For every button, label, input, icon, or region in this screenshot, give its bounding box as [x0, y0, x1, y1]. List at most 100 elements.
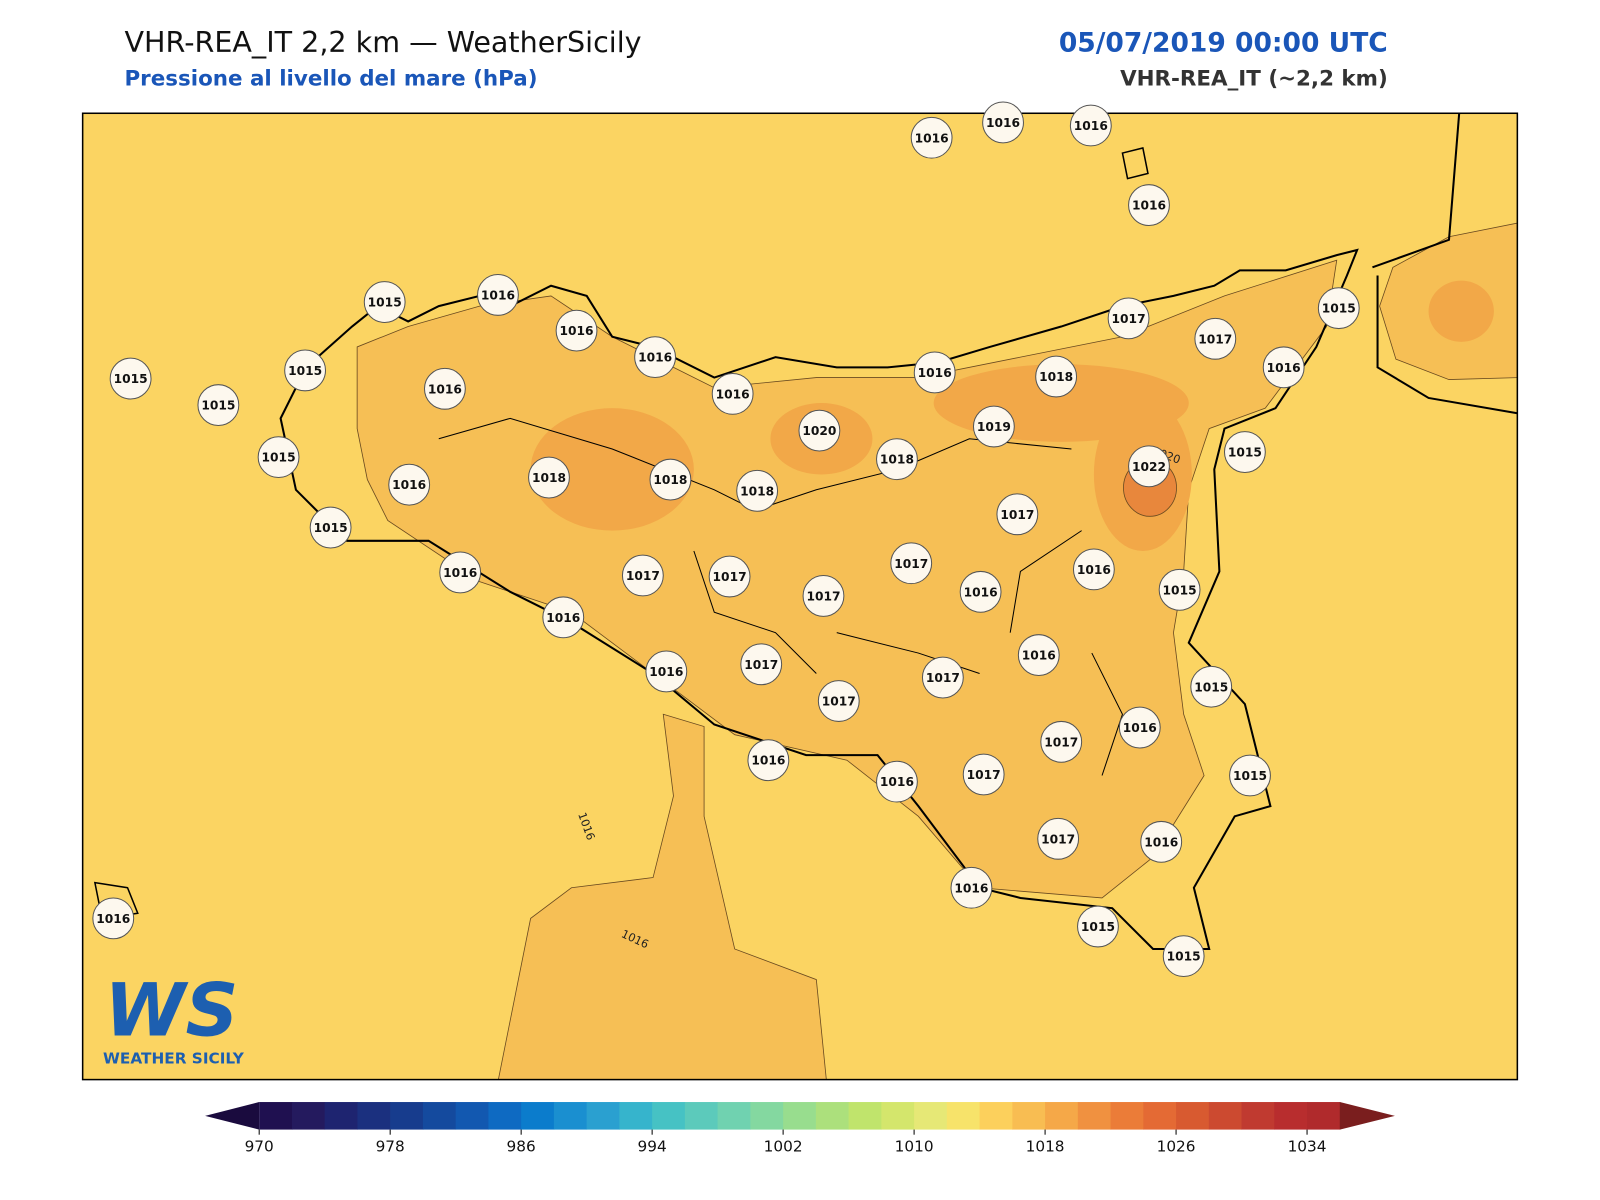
station-marker	[876, 760, 918, 803]
station: 1017	[621, 554, 664, 597]
station-marker	[477, 273, 519, 316]
station-value: 1016	[751, 754, 785, 768]
station-marker	[1107, 297, 1150, 340]
station-value: 1015	[1322, 302, 1356, 316]
station-marker	[708, 555, 751, 598]
station-marker	[802, 575, 845, 617]
station-value: 1016	[392, 478, 426, 492]
station-marker	[1128, 184, 1170, 227]
station: 1017	[890, 542, 933, 585]
station: 1015	[1190, 665, 1233, 708]
station-marker	[645, 650, 688, 693]
station-marker	[1072, 548, 1115, 591]
station-marker	[92, 897, 135, 940]
station: 1016	[388, 463, 431, 506]
colorbar-bin	[521, 1102, 555, 1130]
station-value: 1022	[1132, 460, 1166, 474]
colorbar-bin	[783, 1102, 817, 1130]
station: 1016	[876, 760, 918, 803]
station-value: 1016	[1123, 721, 1157, 735]
colorbar-bin	[652, 1102, 686, 1130]
colorbar-bin	[1077, 1102, 1112, 1130]
station-value: 1016	[880, 775, 914, 789]
station: 1018	[1035, 355, 1078, 398]
station-value: 1016	[546, 611, 580, 625]
colorbar: 970 978 986 994 1002 1010 1018 1026 1034	[205, 1102, 1395, 1155]
station-value: 1016	[1132, 199, 1166, 213]
colorbar-bin	[717, 1102, 751, 1130]
station-marker	[996, 493, 1039, 536]
station-marker	[740, 643, 783, 686]
station: 1016	[645, 650, 688, 693]
station-value: 1016	[638, 351, 672, 365]
station-value: 1020	[802, 424, 836, 438]
colorbar-bin	[750, 1102, 784, 1130]
colorbar-bin	[684, 1102, 719, 1130]
station-value: 1017	[744, 658, 778, 672]
station-value: 1016	[1074, 119, 1108, 133]
station-marker	[817, 680, 860, 722]
station: 1018	[876, 438, 918, 481]
station: 1017	[996, 493, 1039, 536]
station-value: 1017	[1041, 832, 1075, 846]
station-value: 1016	[1077, 563, 1111, 577]
station: 1017	[817, 680, 860, 722]
station-value: 1017	[1112, 312, 1146, 326]
station: 1016	[423, 367, 466, 410]
station: 1020	[798, 409, 841, 452]
station-value: 1015	[1194, 680, 1228, 694]
station-value: 1015	[1167, 950, 1201, 964]
station-marker	[388, 463, 431, 506]
station-marker	[284, 349, 327, 392]
colorbar-bin	[815, 1102, 850, 1130]
station-marker	[711, 372, 754, 415]
station-value: 1015	[1081, 920, 1115, 934]
station: 1016	[982, 101, 1024, 144]
station-value: 1015	[1163, 583, 1197, 597]
station: 1015	[1229, 754, 1271, 797]
station: 1015	[257, 436, 300, 479]
colorbar-tick-label: 970	[245, 1137, 274, 1155]
station-value: 1018	[880, 453, 914, 467]
station-marker	[634, 336, 677, 379]
map-frame	[81, 112, 1519, 1081]
station-value: 1015	[201, 399, 235, 413]
colorbar-bin	[488, 1102, 522, 1130]
datetime: 05/07/2019 00:00 UTC	[1059, 27, 1388, 58]
station-value: 1015	[368, 296, 402, 310]
station-marker	[747, 739, 790, 782]
station: 1015	[1162, 935, 1205, 978]
pressure-area	[1428, 280, 1494, 342]
station: 1016	[542, 596, 585, 639]
station-value: 1018	[653, 473, 687, 487]
station-value: 1017	[806, 589, 840, 603]
station: 1015	[309, 506, 352, 549]
coastline	[1372, 113, 1518, 415]
station-value: 1017	[713, 570, 747, 584]
colorbar-bin	[586, 1102, 620, 1130]
station: 1015	[1317, 287, 1360, 330]
colorbar-tick-label: 1010	[895, 1137, 934, 1155]
station-marker	[1162, 935, 1205, 978]
colorbar-bin	[357, 1102, 391, 1130]
station-value: 1016	[1144, 835, 1178, 849]
station: 1016	[477, 273, 519, 316]
colorbar-bin	[1045, 1102, 1079, 1130]
station: 1016	[747, 739, 790, 782]
coastline	[279, 248, 1359, 950]
colorbar-bin	[1143, 1102, 1177, 1130]
colorbar-bin	[979, 1102, 1013, 1130]
station: 1016	[711, 372, 754, 415]
station-marker	[1077, 905, 1119, 948]
station-marker	[1017, 634, 1060, 677]
station-value: 1016	[649, 665, 683, 679]
colorbar-bin	[259, 1102, 293, 1130]
colorbar-bin	[324, 1102, 358, 1130]
station-value: 1018	[1039, 370, 1073, 384]
station-marker	[1223, 431, 1266, 473]
station-marker	[1128, 445, 1170, 488]
station-marker	[798, 409, 841, 452]
station-marker	[528, 456, 570, 499]
station-value: 1016	[918, 366, 952, 380]
